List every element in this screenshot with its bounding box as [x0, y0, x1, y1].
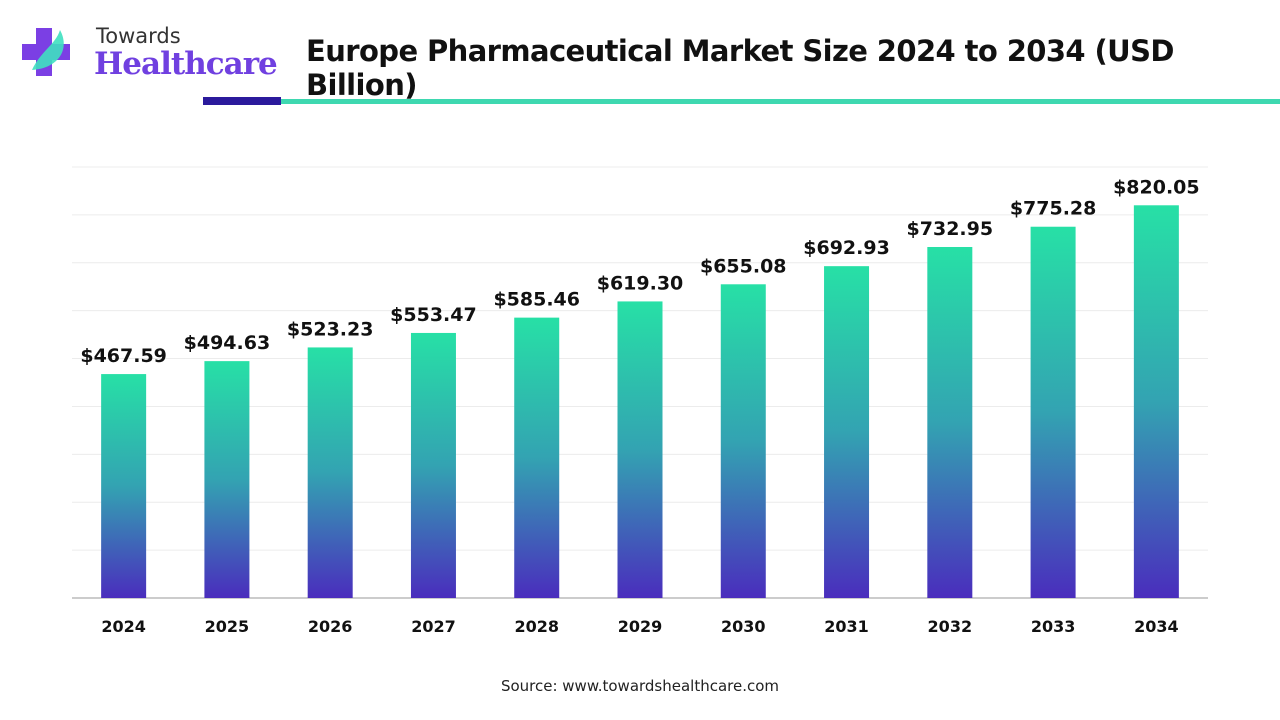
- data-label-2032: $732.95: [907, 218, 994, 240]
- bar-2026: [307, 347, 353, 598]
- bar-2032: [927, 246, 973, 598]
- bar-2029: [617, 301, 663, 598]
- bar-2028: [514, 317, 560, 598]
- x-tick-2025: 2025: [205, 617, 250, 636]
- bar-2030: [720, 284, 766, 598]
- header-divider-teal: [281, 99, 1280, 104]
- bar-2025: [204, 361, 250, 598]
- data-label-2031: $692.93: [803, 237, 890, 259]
- data-label-2030: $655.08: [700, 255, 787, 277]
- x-tick-2033: 2033: [1031, 617, 1076, 636]
- bar-2031: [824, 266, 870, 598]
- bar-2033: [1030, 226, 1076, 598]
- x-tick-2027: 2027: [411, 617, 456, 636]
- logo-text-bottom: Healthcare: [94, 46, 278, 82]
- data-label-2026: $523.23: [287, 318, 374, 340]
- logo: Towards Healthcare: [20, 22, 278, 82]
- chart-title: Europe Pharmaceutical Market Size 2024 t…: [306, 34, 1174, 102]
- bar-2027: [410, 332, 456, 598]
- logo-text-top: Towards: [96, 24, 181, 48]
- x-tick-2026: 2026: [308, 617, 353, 636]
- bar-2034: [1133, 205, 1179, 598]
- x-tick-2034: 2034: [1134, 617, 1179, 636]
- x-tick-2031: 2031: [824, 617, 869, 636]
- bar-2024: [101, 374, 147, 598]
- x-tick-2024: 2024: [101, 617, 146, 636]
- data-label-2034: $820.05: [1113, 176, 1200, 198]
- data-label-2033: $775.28: [1010, 198, 1097, 220]
- data-label-2028: $585.46: [493, 289, 580, 311]
- source-note: Source: www.towardshealthcare.com: [500, 677, 780, 695]
- header-divider-dark: [203, 97, 281, 105]
- x-tick-2032: 2032: [928, 617, 973, 636]
- x-tick-2029: 2029: [618, 617, 663, 636]
- x-tick-2030: 2030: [721, 617, 766, 636]
- cross-leaf-icon: [22, 28, 70, 76]
- x-tick-2028: 2028: [514, 617, 559, 636]
- data-label-2025: $494.63: [184, 332, 271, 354]
- data-label-2024: $467.59: [80, 345, 167, 367]
- data-label-2027: $553.47: [390, 304, 477, 326]
- data-label-2029: $619.30: [597, 272, 684, 294]
